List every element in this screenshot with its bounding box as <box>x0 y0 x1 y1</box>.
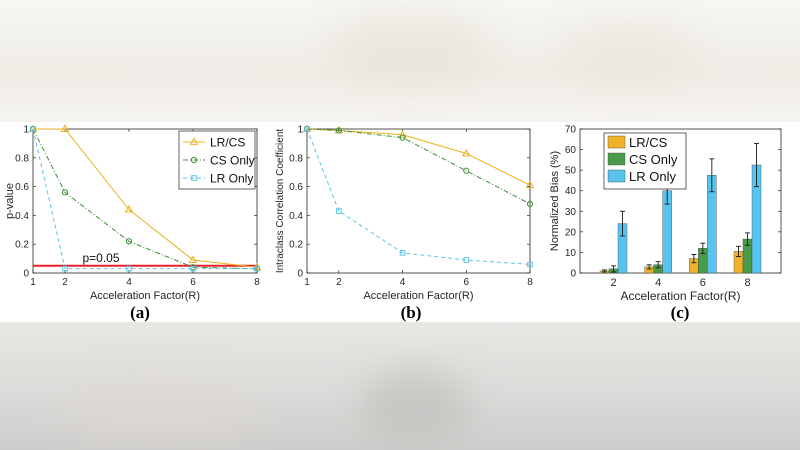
legend-swatch <box>607 135 626 149</box>
y-axis-label: p-value <box>4 183 16 219</box>
plot-area <box>306 128 531 274</box>
x-tick-label: 8 <box>744 277 750 289</box>
legend-marker <box>190 156 198 164</box>
data-point <box>525 180 535 189</box>
x-tick-label: 8 <box>254 277 260 288</box>
x-tick-label: 6 <box>190 277 196 288</box>
data-point <box>398 130 407 138</box>
x-tick-label: 2 <box>336 277 342 288</box>
legend-label: LR Only <box>210 172 253 186</box>
legend-label: LR Only <box>629 169 676 184</box>
y-tick-label: 0 <box>23 269 29 280</box>
y-tick-label: 20 <box>565 227 577 238</box>
y-axis-label: Intraclass Correlation Coefficient <box>275 129 286 274</box>
data-point <box>126 265 132 272</box>
legend-marker <box>191 175 197 181</box>
series-line-lr-only <box>306 128 531 265</box>
data-point <box>62 265 68 272</box>
y-tick-label: 1 <box>23 125 29 136</box>
y-axis-label: Normalized Bias (%) <box>549 151 561 251</box>
x-tick-label: 1 <box>304 277 310 288</box>
data-point <box>254 265 260 272</box>
x-tick-label: 2 <box>610 277 616 289</box>
y-tick-label: 0.2 <box>15 240 29 251</box>
background-blob <box>330 10 490 90</box>
data-point <box>188 255 198 263</box>
data-point <box>399 250 406 256</box>
caption-b: (b) <box>401 303 422 322</box>
y-tick-label: 0 <box>297 269 303 280</box>
legend-swatch <box>607 169 626 183</box>
x-tick-label: 2 <box>62 277 68 288</box>
background-blob <box>560 20 700 90</box>
y-tick-label: 0.6 <box>289 182 303 193</box>
chart-a-pvalue: 1 2 4 6 8 0 0.2 0.4 0.6 0.8 1 Acceleration Factor(R… <box>4 124 262 302</box>
series-line-cs-only <box>306 128 531 205</box>
data-point <box>190 265 196 272</box>
data-point <box>462 148 471 157</box>
legend-label: CS Only <box>629 152 678 167</box>
x-tick-label: 4 <box>126 277 132 288</box>
data-point <box>526 200 534 207</box>
data-point <box>124 205 134 213</box>
x-axis-label: Acceleration Factor(R) <box>620 289 740 303</box>
chart-b-icc: 1 2 4 6 8 0 0.2 0.4 0.6 0.8 1 Acceleration Factor(R… <box>275 124 535 302</box>
x-tick-label: 8 <box>527 277 533 288</box>
data-point <box>463 257 470 263</box>
data-point <box>61 189 69 196</box>
y-tick-label: 60 <box>565 145 577 156</box>
y-tick-label: 0.2 <box>289 240 303 251</box>
data-point <box>463 167 470 174</box>
y-tick-label: 10 <box>565 248 577 259</box>
x-axis-label: Acceleration Factor(R) <box>363 290 473 302</box>
series-line-lr-cs <box>33 128 258 268</box>
threshold-label: p=0.05 <box>82 251 119 265</box>
data-point <box>336 208 342 214</box>
y-tick-label: 1 <box>297 125 303 136</box>
y-tick-label: 0.4 <box>15 211 29 222</box>
y-tick-label: 70 <box>565 125 577 136</box>
y-tick-label: 0.4 <box>289 211 303 222</box>
x-tick-label: 4 <box>655 277 661 289</box>
x-tick-label: 6 <box>464 277 470 288</box>
legend-label: LR/CS <box>210 136 245 150</box>
y-tick-label: 0.8 <box>15 153 29 164</box>
background-blob <box>60 380 260 440</box>
background-blob <box>360 370 470 440</box>
x-axis-label: Acceleration Factor(R) <box>90 290 200 302</box>
legend-marker <box>189 137 199 145</box>
y-tick-label: 40 <box>565 186 577 197</box>
data-point <box>60 124 70 132</box>
data-point <box>527 261 533 268</box>
data-point <box>399 134 406 141</box>
legend-label: LR/CS <box>629 135 668 150</box>
x-tick-label: 1 <box>30 277 36 288</box>
y-tick-label: 30 <box>565 207 577 218</box>
caption-c: (c) <box>671 303 690 322</box>
legend-swatch <box>607 152 626 166</box>
caption-a: (a) <box>130 303 150 322</box>
data-point <box>30 126 36 132</box>
x-tick-label: 4 <box>400 277 406 288</box>
chart-c-bias: 0 10 20 30 40 50 60 70 2 4 6 8 Acceleration Factor(R… <box>549 125 782 303</box>
data-point <box>304 126 310 132</box>
x-tick-label: 6 <box>700 277 706 289</box>
data-point <box>125 238 133 245</box>
series-line-cs-only <box>32 128 258 270</box>
y-tick-label: 0.8 <box>289 153 303 164</box>
y-tick-label: 0 <box>570 269 576 280</box>
y-tick-label: 0.6 <box>15 182 29 193</box>
data-point <box>335 127 342 134</box>
y-tick-label: 50 <box>565 166 577 177</box>
legend-label: CS Only <box>210 154 255 168</box>
